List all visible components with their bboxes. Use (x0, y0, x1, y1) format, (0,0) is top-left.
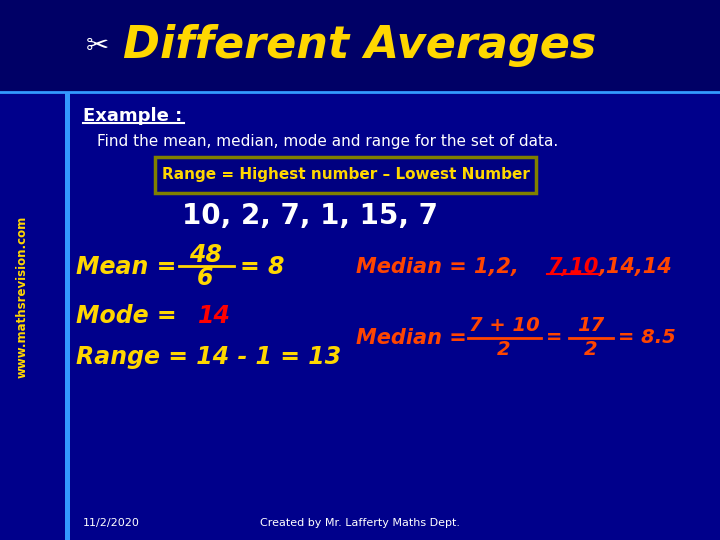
Text: Different Averages: Different Averages (123, 24, 597, 68)
Text: 17: 17 (577, 315, 604, 335)
Text: ✂: ✂ (86, 32, 109, 60)
Text: Median =: Median = (356, 327, 467, 348)
Text: Mean =: Mean = (76, 255, 176, 279)
Text: =: = (546, 328, 562, 347)
FancyBboxPatch shape (155, 157, 536, 193)
Text: www.mathsrevision.com: www.mathsrevision.com (15, 216, 28, 378)
Text: 2: 2 (584, 340, 597, 360)
Text: 7 + 10: 7 + 10 (469, 315, 539, 335)
Text: 11/2/2020: 11/2/2020 (83, 518, 140, 528)
Text: Range = Highest number – Lowest Number: Range = Highest number – Lowest Number (162, 167, 529, 182)
Text: 6: 6 (197, 266, 213, 290)
Bar (0, 0, 720, 92)
Text: = 8: = 8 (240, 255, 285, 279)
Text: 14: 14 (198, 304, 231, 328)
Bar (65, 92, 70, 540)
Text: Median = 1,2,: Median = 1,2, (356, 257, 519, 278)
Text: = 8.5: = 8.5 (618, 328, 675, 347)
Text: 48: 48 (189, 243, 222, 267)
Text: Mode =: Mode = (76, 304, 184, 328)
Text: ,14,14: ,14,14 (599, 257, 672, 278)
Text: 2: 2 (498, 340, 510, 360)
Text: 10, 2, 7, 1, 15, 7: 10, 2, 7, 1, 15, 7 (181, 202, 438, 230)
Text: 7,10: 7,10 (547, 257, 598, 278)
Text: Example :: Example : (83, 107, 182, 125)
Text: Range = 14 - 1 = 13: Range = 14 - 1 = 13 (76, 346, 341, 369)
Text: Created by Mr. Lafferty Maths Dept.: Created by Mr. Lafferty Maths Dept. (260, 518, 460, 528)
Text: Find the mean, median, mode and range for the set of data.: Find the mean, median, mode and range fo… (97, 134, 559, 149)
